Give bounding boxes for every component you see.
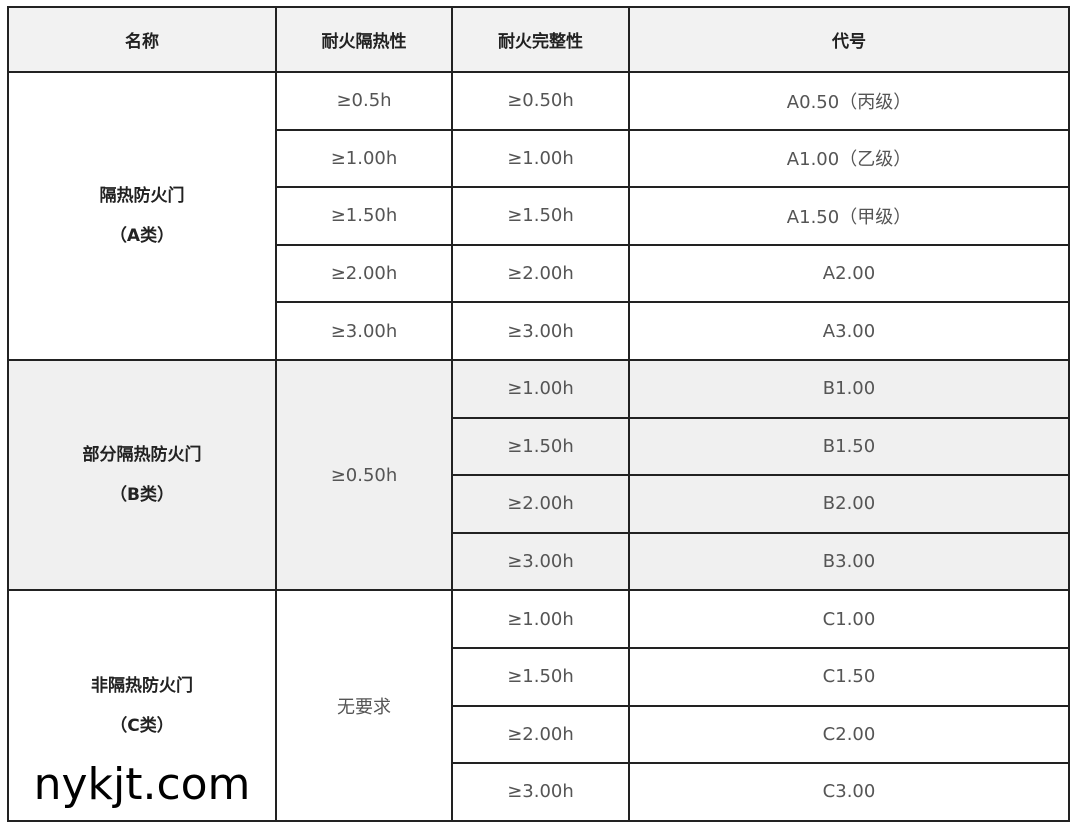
code-cell: C3.00 <box>628 762 1070 822</box>
integrity-cell: ≥2.00h <box>451 243 630 304</box>
group-a-name: 隔热防火门 （A类） <box>7 71 277 361</box>
header-integrity: 耐火完整性 <box>451 6 630 73</box>
group-name: 隔热防火门 <box>99 185 185 206</box>
insulation-cell: ≥0.50h <box>275 358 453 592</box>
integrity-cell: ≥0.50h <box>451 71 630 131</box>
integrity-cell: ≥3.00h <box>451 301 630 361</box>
group-name: 非隔热防火门 <box>91 675 193 696</box>
table-row: ≥1.50h C1.50 <box>8 646 1070 707</box>
integrity-cell: ≥2.00h <box>451 704 630 765</box>
header-row: 名称 耐火隔热性 耐火完整性 代号 <box>7 6 1070 73</box>
table-row: ≥3.00h ≥3.00h A3.00 <box>8 301 1070 361</box>
group-name: 部分隔热防火门 <box>82 445 202 466</box>
table-row: ≥2.00h B2.00 <box>8 474 1070 534</box>
table-row: ≥2.00h C2.00 <box>8 704 1070 765</box>
group-c-name: 非隔热防火门 （C类） <box>7 589 277 822</box>
insulation-cell: ≥0.5h <box>275 71 453 131</box>
code-cell: B2.00 <box>628 474 1070 534</box>
header-code: 代号 <box>628 6 1070 73</box>
table-row: ≥3.00h B3.00 <box>8 531 1070 592</box>
insulation-cell: ≥1.00h <box>275 128 453 189</box>
integrity-cell: ≥1.50h <box>451 186 630 246</box>
table-row: 隔热防火门 （A类） ≥0.5h ≥0.50h A0.50（丙级） <box>7 71 1070 361</box>
table-row: ≥2.00h ≥2.00h A2.00 <box>8 243 1070 304</box>
code-cell: A1.00（乙级） <box>628 128 1070 189</box>
group-class: （C类） <box>110 715 174 736</box>
insulation-cell: ≥1.50h <box>275 186 453 246</box>
table-row: ≥1.50h ≥1.50h A1.50（甲级） <box>8 186 1070 246</box>
header-name: 名称 <box>7 6 277 73</box>
code-cell: C2.00 <box>628 704 1070 765</box>
group-b-name: 部分隔热防火门 （B类） <box>7 358 277 592</box>
code-cell: A3.00 <box>628 301 1070 361</box>
code-cell: A0.50（丙级） <box>628 71 1070 131</box>
integrity-cell: ≥1.00h <box>451 128 630 189</box>
integrity-cell: ≥3.00h <box>451 762 630 822</box>
insulation-cell: 无要求 <box>275 589 453 822</box>
table-row: ≥1.50h B1.50 <box>8 416 1070 477</box>
header-insulation: 耐火隔热性 <box>275 6 453 73</box>
table-row: ≥1.00h ≥1.00h A1.00（乙级） <box>8 128 1070 189</box>
code-cell: A2.00 <box>628 243 1070 304</box>
insulation-cell: ≥3.00h <box>275 301 453 361</box>
integrity-cell: ≥1.50h <box>451 646 630 707</box>
integrity-cell: ≥1.00h <box>451 589 630 649</box>
integrity-cell: ≥1.50h <box>451 416 630 477</box>
group-class: （A类） <box>109 225 175 246</box>
code-cell: B1.50 <box>628 416 1070 477</box>
code-cell: C1.00 <box>628 589 1070 649</box>
integrity-cell: ≥1.00h <box>451 358 630 419</box>
code-cell: A1.50（甲级） <box>628 186 1070 246</box>
code-cell: B3.00 <box>628 531 1070 592</box>
watermark: nykjt.com <box>33 759 251 810</box>
insulation-cell: ≥2.00h <box>275 243 453 304</box>
fire-door-classification-table: 名称 耐火隔热性 耐火完整性 代号 隔热防火门 （A类） ≥0.5h ≥0.50h… <box>7 6 1070 822</box>
table-row: ≥3.00h C3.00 <box>8 762 1070 822</box>
integrity-cell: ≥2.00h <box>451 474 630 534</box>
code-cell: C1.50 <box>628 646 1070 707</box>
table-row: 非隔热防火门 （C类） 无要求 ≥1.00h C1.00 <box>7 589 1070 822</box>
group-class: （B类） <box>110 485 174 506</box>
table-row: 部分隔热防火门 （B类） ≥0.50h ≥1.00h B1.00 <box>7 358 1070 592</box>
code-cell: B1.00 <box>628 358 1070 419</box>
integrity-cell: ≥3.00h <box>451 531 630 592</box>
